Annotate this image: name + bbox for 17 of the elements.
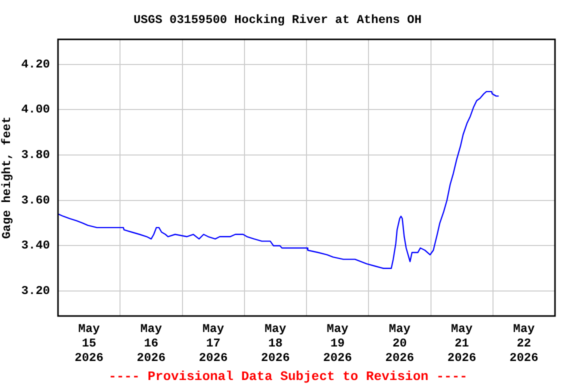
x-tick-label: May 16 2026 bbox=[136, 322, 166, 366]
y-axis-title: Gage height, feet bbox=[0, 116, 14, 239]
x-tick-label: May 21 2026 bbox=[447, 322, 476, 366]
x-tick-label: May 18 2026 bbox=[261, 322, 290, 366]
x-tick-label: May 17 2026 bbox=[198, 322, 228, 366]
y-tick-label: 4.00 bbox=[21, 102, 50, 117]
chart-title: USGS 03159500 Hocking River at Athens OH bbox=[133, 13, 422, 28]
x-tick-label: May 19 2026 bbox=[323, 322, 352, 366]
x-tick-label: May 22 2026 bbox=[510, 322, 538, 366]
y-tick-label: 3.80 bbox=[21, 148, 50, 162]
y-tick-label: 3.60 bbox=[21, 193, 50, 208]
x-tick-label: May 20 2026 bbox=[385, 322, 414, 366]
text: ---- Provisional Data Subject to Revision ---- bbox=[108, 369, 468, 384]
y-tick-label: 3.40 bbox=[21, 238, 50, 253]
y-tick-label: 3.20 bbox=[21, 284, 50, 298]
y-tick-label: 4.20 bbox=[21, 57, 50, 72]
x-tick-label: May 15 2026 bbox=[74, 322, 104, 366]
